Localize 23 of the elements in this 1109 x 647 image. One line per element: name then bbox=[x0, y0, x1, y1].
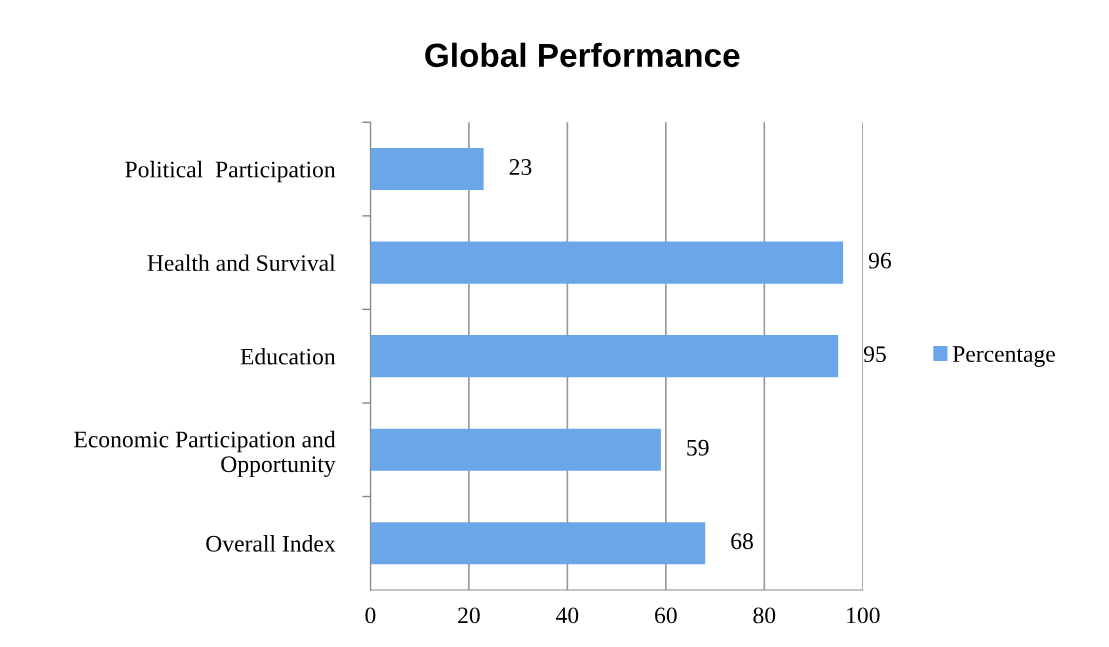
x-tick-label: 40 bbox=[556, 607, 579, 624]
x-tick-label: 80 bbox=[753, 607, 776, 624]
data-label: 96 bbox=[868, 252, 892, 269]
legend-label: Percentage bbox=[952, 346, 1055, 367]
data-label: 95 bbox=[863, 346, 886, 363]
y-tick-label: Overall Index bbox=[206, 535, 336, 552]
y-tick-label: Political Participation bbox=[125, 160, 336, 183]
x-tick-label: 20 bbox=[458, 607, 480, 624]
y-tick-label: Economic Participation and Opportunity bbox=[74, 430, 336, 478]
chart-title: Global Performance bbox=[425, 42, 740, 68]
y-tick-label: Health and Survival bbox=[147, 254, 336, 272]
data-label: 23 bbox=[509, 159, 532, 175]
y-tick-label: Education bbox=[240, 347, 336, 365]
bar bbox=[370, 522, 706, 565]
bar bbox=[370, 241, 844, 284]
x-tick-label: 0 bbox=[365, 607, 376, 624]
data-label: 68 bbox=[731, 533, 753, 550]
x-tick-label: 100 bbox=[847, 607, 880, 624]
bar bbox=[370, 335, 839, 378]
data-label: 59 bbox=[687, 439, 709, 456]
bar bbox=[370, 148, 484, 191]
bar bbox=[370, 428, 661, 471]
x-tick-label: 60 bbox=[655, 607, 677, 624]
